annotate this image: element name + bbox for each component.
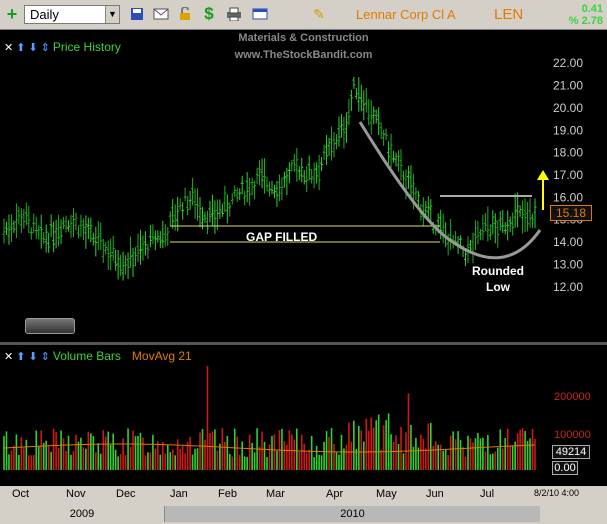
volume-pane-title: Volume Bars: [52, 349, 121, 363]
toolbar: + Daily ▼ $ ✎ Lennar Corp Cl A LEN 0.41 …: [0, 0, 607, 30]
save-icon[interactable]: [128, 4, 146, 24]
arrow-up-icon[interactable]: ⬆: [16, 350, 26, 363]
price-ytick: 21.00: [553, 79, 583, 93]
year-label-2010: 2010: [165, 506, 540, 522]
arrow-down-icon[interactable]: ⬇: [28, 41, 38, 54]
scroll-handle[interactable]: [25, 318, 75, 334]
ticker-symbol: LEN: [494, 6, 524, 23]
data-window-icon[interactable]: [250, 4, 270, 24]
change-percent: % 2.78: [568, 15, 603, 27]
rounded-low-annotation-line2: Low: [486, 280, 510, 294]
date-stamp: 8/2/10 4:00: [534, 488, 580, 498]
close-icon[interactable]: ✕: [4, 41, 14, 54]
month-label: Dec: [116, 488, 136, 500]
period-select[interactable]: Daily ▼: [24, 5, 120, 24]
price-pane-title: Price History: [52, 40, 121, 54]
moving-average-line: [3, 443, 536, 453]
price-ytick: 12.00: [553, 280, 583, 294]
volume-pane[interactable]: ✕ ⬆ ⬇ ⇕ Volume Bars MovAvg 21 200000 100…: [0, 345, 607, 475]
arrow-up-down-icon[interactable]: ⇕: [40, 41, 50, 54]
period-value: Daily: [30, 7, 59, 22]
watermark-site: www.TheStockBandit.com: [234, 49, 373, 61]
year-label-2009: 2009: [0, 506, 165, 522]
last-price-box: 15.18: [550, 205, 592, 221]
rounded-low-curve: [358, 121, 542, 260]
arrow-down-icon[interactable]: ⬇: [28, 350, 38, 363]
month-label: Feb: [218, 488, 237, 500]
month-label: Oct: [12, 488, 30, 500]
volume-ytick-100000: 100000: [554, 429, 591, 441]
price-ytick: 16.00: [553, 190, 583, 204]
close-icon[interactable]: ✕: [4, 350, 14, 363]
last-volume-box: 49214: [552, 445, 590, 459]
price-ytick: 19.00: [553, 123, 583, 137]
price-chart[interactable]: 22.0021.0020.0019.0018.0017.0016.0015.00…: [0, 30, 607, 342]
price-pane[interactable]: ✕ ⬆ ⬇ ⇕ Price History Materials & Constr…: [0, 30, 607, 342]
price-pane-header: ✕ ⬆ ⬇ ⇕ Price History: [4, 40, 121, 54]
rounded-low-annotation-line1: Rounded: [472, 264, 524, 278]
price-ytick: 17.00: [553, 168, 583, 182]
arrow-up-down-icon[interactable]: ⇕: [40, 350, 50, 363]
arrow-up-icon[interactable]: ⬆: [16, 41, 26, 54]
volume-ytick-200000: 200000: [554, 391, 591, 403]
lock-icon[interactable]: [176, 4, 194, 24]
breakout-arrow-head: [537, 170, 549, 180]
volume-chart[interactable]: [0, 345, 607, 473]
print-icon[interactable]: [224, 4, 244, 24]
x-axis: Oct Nov Dec Jan Feb Mar Apr May Jun Jul …: [0, 486, 607, 524]
volume-zero-box: 0.00: [552, 461, 578, 475]
month-label: Apr: [326, 488, 344, 500]
chevron-down-icon[interactable]: ▼: [105, 6, 119, 23]
mail-icon[interactable]: [152, 4, 170, 24]
company-name: Lennar Corp Cl A: [356, 7, 456, 22]
watermark-sector: Materials & Construction: [238, 32, 369, 44]
change-absolute: 0.41: [581, 3, 603, 15]
price-ytick: 14.00: [553, 235, 583, 249]
month-label: Jul: [480, 488, 495, 500]
month-label: Nov: [66, 488, 86, 500]
month-label: May: [376, 488, 397, 500]
price-ytick: 22.00: [553, 56, 583, 70]
volume-pane-header: ✕ ⬆ ⬇ ⇕ Volume Bars MovAvg 21: [4, 349, 192, 363]
price-ytick: 13.00: [553, 257, 583, 271]
add-icon[interactable]: +: [6, 3, 18, 24]
gap-filled-annotation: GAP FILLED: [246, 230, 318, 244]
dollar-icon[interactable]: $: [204, 4, 214, 23]
price-ytick: 18.00: [553, 146, 583, 160]
price-ytick: 20.00: [553, 101, 583, 115]
month-label: Jun: [426, 488, 444, 500]
month-label: Jan: [170, 488, 188, 500]
month-label: Mar: [266, 488, 285, 500]
moving-average-label: MovAvg 21: [131, 349, 192, 363]
pane-divider[interactable]: [0, 342, 607, 345]
pencil-icon[interactable]: ✎: [313, 5, 325, 22]
